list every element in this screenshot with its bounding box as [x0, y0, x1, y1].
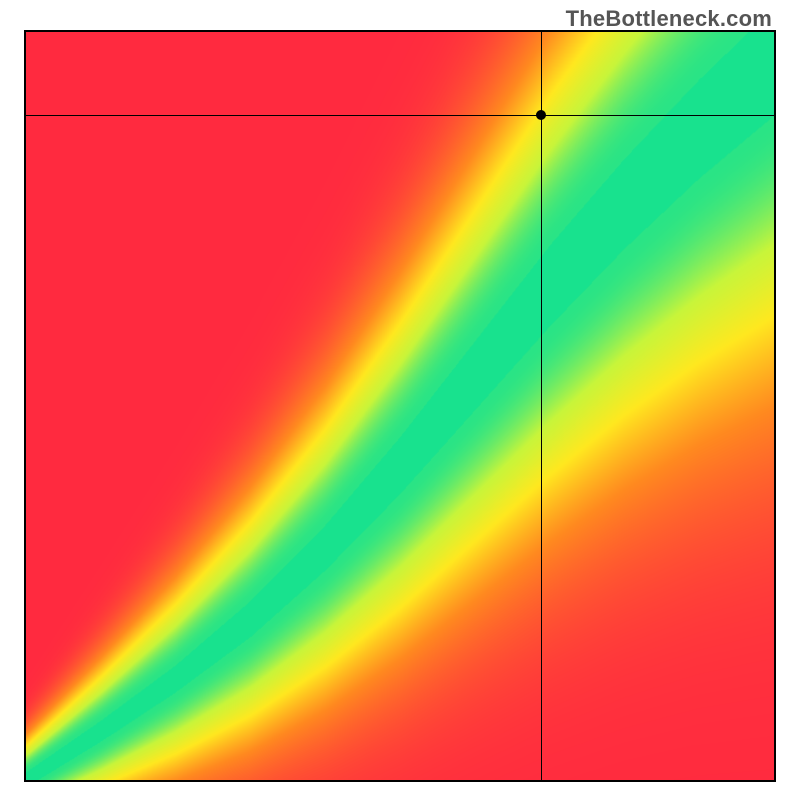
heatmap-canvas [26, 32, 774, 780]
crosshair-marker [536, 110, 546, 120]
crosshair-vertical [541, 32, 542, 780]
watermark-text: TheBottleneck.com [566, 6, 772, 32]
bottleneck-heatmap [24, 30, 776, 782]
crosshair-horizontal [26, 115, 774, 116]
